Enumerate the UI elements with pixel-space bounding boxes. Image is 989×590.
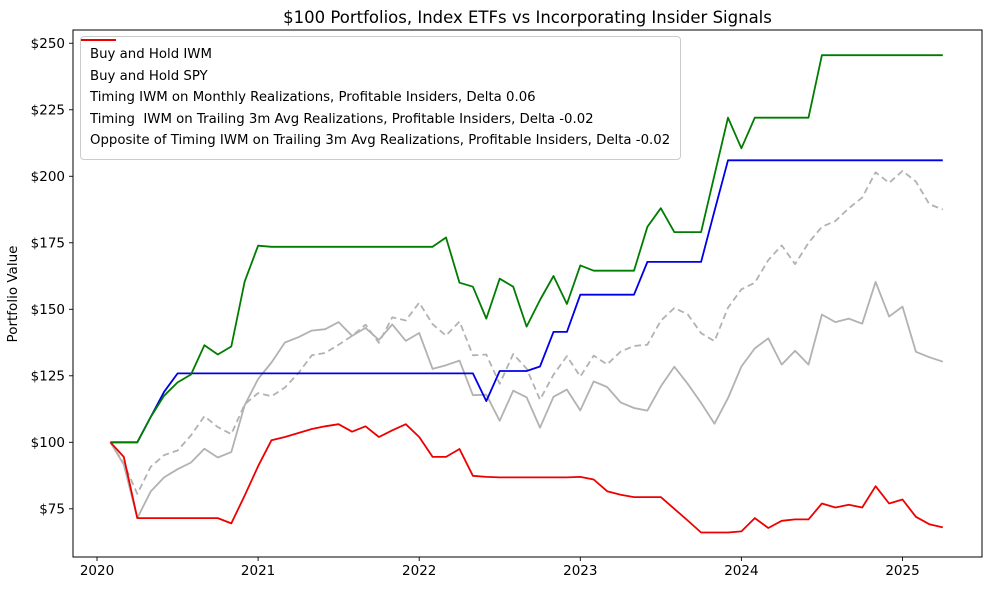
- legend-label: Timing IWM on Trailing 3m Avg Realizatio…: [90, 111, 594, 127]
- series-line-3: [110, 54, 943, 444]
- legend-item: Timing IWM on Monthly Realizations, Prof…: [81, 39, 670, 109]
- legend-item: Timing IWM on Trailing 3m Avg Realizatio…: [81, 39, 670, 131]
- x-tick-label: 2023: [563, 563, 597, 579]
- legend-item: Buy and Hold SPY: [81, 39, 670, 88]
- y-tick-label: $200: [31, 169, 65, 185]
- chart-title: $100 Portfolios, Index ETFs vs Incorpora…: [283, 8, 772, 27]
- series-line-4: [109, 423, 944, 534]
- y-tick-label: $75: [39, 501, 65, 517]
- legend-item: Opposite of Timing IWM on Trailing 3m Av…: [81, 39, 671, 152]
- x-tick-label: 2025: [885, 563, 919, 579]
- series-line-1: [109, 169, 944, 495]
- y-tick-label: $100: [31, 435, 65, 451]
- y-tick-label: $250: [31, 36, 65, 52]
- legend-line-sample: [81, 39, 116, 41]
- axes-frame: [72, 29, 983, 558]
- legend-label: Buy and Hold IWM: [90, 47, 212, 63]
- y-tick-label: $125: [31, 368, 65, 384]
- y-axis-label: Portfolio Value: [5, 245, 21, 343]
- series-line-2: [110, 159, 943, 444]
- legend: Buy and Hold IWM Buy and Hold SPY Timing I…: [80, 36, 682, 160]
- legend-label: Buy and Hold SPY: [90, 68, 208, 84]
- y-tick-label: $150: [31, 302, 65, 318]
- x-tick-label: 2020: [80, 563, 114, 579]
- y-tick-label: $225: [31, 102, 65, 118]
- x-tick-label: 2024: [724, 563, 758, 579]
- legend-item: Buy and Hold IWM: [81, 39, 670, 66]
- series-line-0: [109, 280, 944, 519]
- x-tick-label: 2022: [402, 563, 436, 579]
- y-tick-label: $175: [31, 235, 65, 251]
- legend-label: Timing IWM on Monthly Realizations, Prof…: [90, 90, 536, 106]
- x-tick-label: 2021: [241, 563, 275, 579]
- legend-label: Opposite of Timing IWM on Trailing 3m Av…: [90, 133, 671, 149]
